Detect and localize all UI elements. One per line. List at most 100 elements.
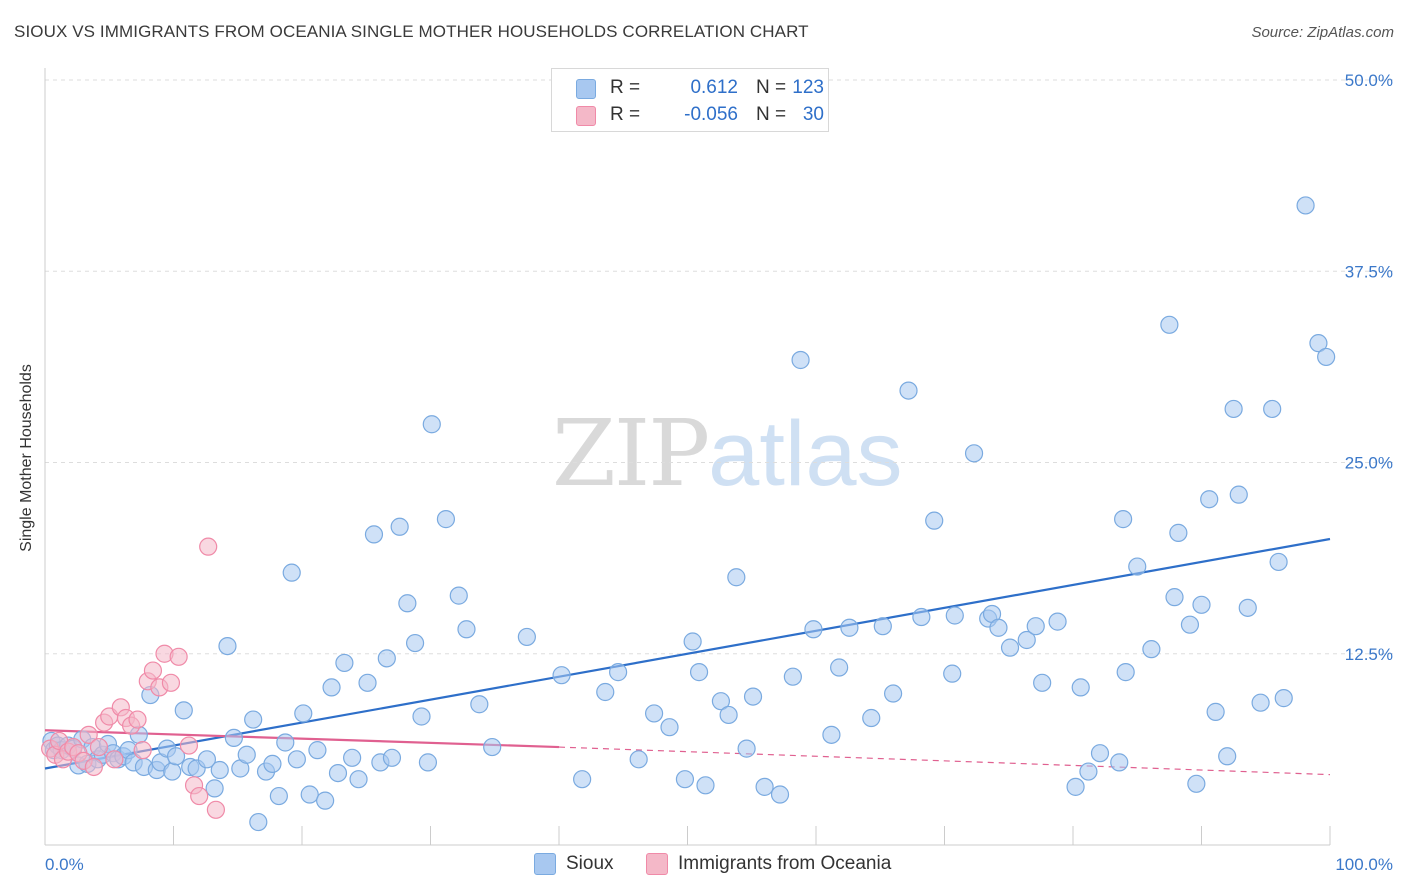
sioux-point [218,636,237,656]
watermark-zip: ZIP [552,400,710,507]
legend-n-label: N = [756,77,787,98]
sioux-point [418,753,438,772]
sioux-point [989,618,1008,637]
sioux-point [644,704,664,723]
sioux-point [1192,595,1211,614]
oceania-point [199,537,218,556]
legend-n-label: N = [756,104,787,125]
oceania-point [143,661,163,680]
sioux-point [552,666,571,685]
sioux-point [1128,557,1147,576]
correlation-legend: R = 0.612 N = 123 R = -0.056 N = 30 [551,68,829,132]
sioux-point [804,620,823,639]
sioux-point [609,663,628,682]
sioux-point [755,777,774,796]
sioux-point [1116,663,1135,682]
sioux-point [1187,774,1206,793]
x-tick-label-max: 100.0% [1335,855,1393,874]
sioux-point [945,606,964,625]
legend-r-label: R = [610,104,641,125]
legend-r-value: -0.056 [684,104,738,125]
sioux-point [237,745,256,764]
sioux-point [1296,196,1315,215]
y-tick-label: 50.0% [1345,71,1393,90]
source-label[interactable]: Source: ZipAtlas.com [1251,24,1394,41]
sioux-point [282,563,301,582]
y-tick-label: 12.5% [1345,645,1393,664]
bottom-legend-label-oceania: Immigrants from Oceania [678,853,892,874]
oceania-point [89,737,109,757]
legend-swatch-oceania [576,106,596,126]
sioux-point [1229,485,1248,504]
sioux-point [1309,334,1328,353]
bottom-legend-swatch-oceania [646,853,668,875]
sioux-point [770,785,790,804]
sioux-point [364,525,384,544]
sioux-point [727,568,746,587]
legend-swatch-sioux [576,79,596,99]
x-tick-label-min: 0.0% [45,855,84,874]
sioux-point [1110,753,1129,772]
sioux-point [1026,617,1045,636]
sioux-point [899,381,918,400]
sioux-point [1079,762,1098,781]
oceania-point [105,750,124,769]
sioux-point [1224,399,1243,419]
sioux-point [696,776,715,795]
sioux-point [1218,747,1237,766]
sioux-point [335,653,354,673]
sioux-point [1317,347,1336,367]
y-tick-label: 37.5% [1345,262,1393,281]
sioux-point [573,770,592,789]
sioux-point [390,517,409,536]
sioux-point [316,791,335,810]
oceania-point [84,757,103,777]
sioux-point [349,770,368,789]
sioux-point [197,750,217,769]
bottom-legend-swatch-sioux [534,853,556,875]
sioux-point [873,617,892,636]
sioux-point [862,708,881,728]
y-tick-label: 25.0% [1345,454,1393,473]
sioux-point [405,633,425,653]
sioux-point [689,663,709,682]
sioux-point [174,701,193,720]
sioux-point [1200,490,1219,509]
sioux-point [1090,744,1110,763]
oceania-point [179,736,199,755]
sioux-point [783,667,802,686]
sioux-point [964,444,984,463]
sioux-point [249,812,268,832]
sioux-point [517,627,536,647]
oceania-point [79,725,98,744]
sioux-point [1269,552,1288,572]
oceania-point [169,647,188,666]
sioux-point [1180,615,1200,634]
sioux-point [912,607,931,627]
sioux-point [287,750,306,769]
sioux-point [322,678,341,697]
legend-n-value: 123 [792,77,824,98]
sioux-point [1114,510,1133,529]
sioux-point [743,687,763,706]
legend-r-value: 0.612 [690,77,738,98]
sioux-point [1048,612,1067,631]
oceania-point [133,741,152,760]
sioux-point [840,618,859,637]
sioux-point [294,704,313,723]
sioux-point [1206,702,1225,721]
watermark-atlas: atlas [708,403,903,505]
watermark: ZIPatlas [552,400,903,507]
sioux-point [629,750,648,769]
sioux-point [1017,630,1036,650]
oceania-point [128,710,147,729]
sioux-point [377,649,396,668]
sioux-point [719,705,738,725]
sioux-point [163,762,182,781]
sioux-point [1033,673,1052,692]
sioux-point [596,682,615,702]
sioux-point [457,620,476,639]
sioux-point [308,741,327,760]
oceania-point [206,800,226,819]
